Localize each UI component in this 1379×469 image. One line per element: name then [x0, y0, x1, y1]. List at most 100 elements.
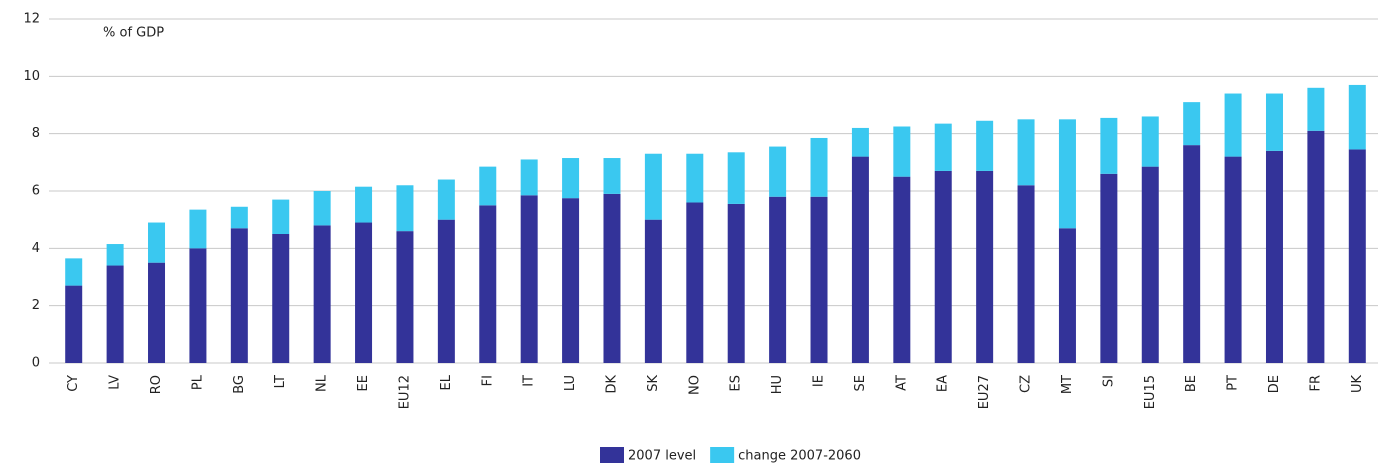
x-tick-label: FI [480, 375, 495, 386]
bar-segment [479, 205, 497, 363]
bar-segment [65, 258, 83, 286]
bar-segment [934, 123, 952, 171]
bar-segment [1265, 150, 1283, 363]
bar-segment [562, 198, 580, 363]
bar-segment [893, 176, 911, 363]
bar-segment [1307, 87, 1325, 131]
x-tick-label: SE [853, 375, 868, 391]
bar-segment [313, 191, 331, 226]
y-tick-label: 4 [32, 241, 40, 256]
bar-segment [272, 234, 290, 363]
bar-segment [396, 185, 414, 232]
bar-segment [1348, 84, 1366, 150]
bar-segment [437, 179, 455, 220]
bar-segment [1183, 102, 1201, 146]
x-tick-label: BG [232, 375, 247, 394]
bar-segment [106, 265, 124, 363]
x-tick-label: EA [936, 375, 951, 392]
bar-segment [148, 262, 166, 363]
bar-segment [976, 170, 994, 363]
legend-swatch [600, 447, 624, 463]
x-tick-label: EL [439, 374, 454, 390]
bar-segment [562, 158, 580, 199]
x-tick-label: MT [1060, 375, 1075, 394]
bar-segment [686, 202, 704, 363]
bar-segment [1265, 93, 1283, 151]
x-tick-label: LV [108, 375, 123, 390]
x-tick-label: LT [273, 375, 288, 388]
y-tick-label: 0 [32, 356, 40, 371]
bar-segment [1058, 228, 1076, 363]
x-tick-label: SI [1101, 375, 1116, 387]
x-tick-label: DE [1267, 375, 1282, 393]
bar-segment [355, 186, 373, 223]
bar-segment [148, 222, 166, 263]
bar-segment [1183, 145, 1201, 363]
x-tick-label: EU27 [977, 375, 992, 409]
bar-segment [851, 156, 869, 363]
legend-swatch [710, 447, 735, 463]
x-tick-label: CY [66, 375, 81, 392]
bar-segment [810, 137, 828, 197]
bar-segment [230, 206, 248, 229]
legend-label: change 2007-2060 [738, 449, 861, 464]
x-tick-label: HU [770, 375, 785, 394]
bar-segment [1017, 119, 1035, 186]
bar-segment [603, 158, 621, 194]
bar-segment [272, 199, 290, 234]
bar-segment [189, 248, 207, 363]
bar-segment [1017, 185, 1035, 363]
x-tick-label: IT [522, 375, 537, 387]
bar-segment [1224, 93, 1242, 157]
bar-segment [686, 153, 704, 203]
bar-segment [1224, 156, 1242, 363]
bar-segment [893, 126, 911, 177]
x-tick-label: AT [894, 375, 909, 391]
x-tick-label: FR [1308, 375, 1323, 392]
bar-segment [769, 196, 787, 363]
bar-segment [520, 159, 538, 196]
bar-segment [1100, 117, 1118, 174]
x-tick-label: CZ [1019, 375, 1034, 393]
y-tick-label: 10 [23, 69, 40, 84]
x-tick-label: PT [1226, 375, 1241, 391]
bar-segment [603, 193, 621, 363]
bar-segment [189, 209, 207, 249]
bar-segment [851, 127, 869, 157]
bar-segment [769, 146, 787, 197]
bar-segment [934, 170, 952, 363]
bar-segment [520, 195, 538, 363]
y-tick-label: 12 [23, 12, 40, 27]
annotation: % of GDP [103, 26, 164, 41]
bar-segment [644, 153, 662, 220]
x-tick-label: UK [1350, 375, 1365, 394]
x-tick-label: PL [190, 374, 205, 390]
y-tick-label: 2 [32, 298, 40, 313]
bar-segment [437, 219, 455, 363]
x-tick-label: NO [687, 375, 702, 395]
bar-segment [1141, 166, 1159, 363]
x-tick-label: RO [149, 375, 164, 394]
bar-segment [1141, 116, 1159, 167]
bar-segment [1100, 173, 1118, 363]
bar-segment [1058, 119, 1076, 229]
y-tick-label: 8 [32, 126, 40, 141]
y-tick-label: 6 [32, 184, 40, 199]
bar-segment [313, 225, 331, 363]
x-tick-label: NL [315, 374, 330, 392]
x-tick-label: SK [646, 375, 661, 392]
bar-segment [106, 244, 124, 266]
bar-segment [727, 152, 745, 204]
bar-segment [65, 285, 83, 363]
x-tick-label: ES [729, 375, 744, 391]
bar-segment [727, 203, 745, 363]
bar-segment [355, 222, 373, 363]
bar-segment [230, 228, 248, 363]
x-tick-label: BE [1184, 375, 1199, 392]
x-tick-label: IE [812, 375, 827, 387]
bar-segment [1348, 149, 1366, 363]
bar-segment [976, 120, 994, 171]
x-tick-label: EE [356, 375, 371, 391]
legend-label: 2007 level [628, 449, 696, 464]
